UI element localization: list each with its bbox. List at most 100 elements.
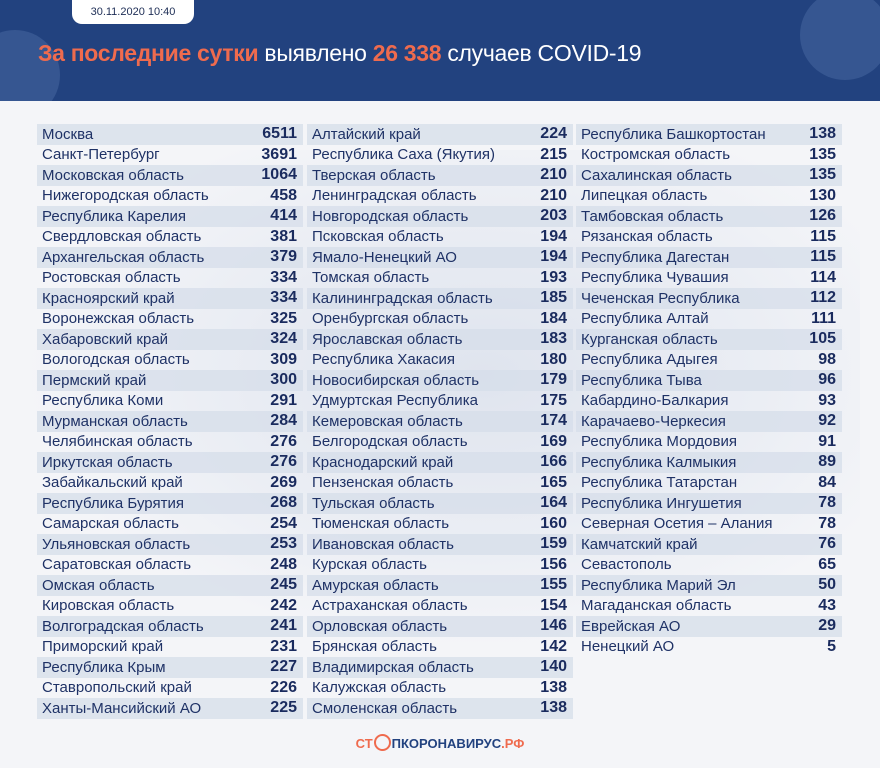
region-name: Сахалинская область <box>581 166 732 184</box>
table-row: Кемеровская область 174 <box>307 411 573 432</box>
case-value: 231 <box>270 637 297 655</box>
region-name: Архангельская область <box>42 248 205 266</box>
case-value: 98 <box>818 350 836 368</box>
region-name: Красноярский край <box>42 289 175 307</box>
title-highlight: За последние сутки <box>38 40 259 66</box>
region-name: Смоленская область <box>312 699 458 717</box>
case-value: 105 <box>809 330 836 348</box>
region-name: Республика Саха (Якутия) <box>312 146 496 164</box>
case-value: 165 <box>540 473 567 491</box>
region-name: Калужская область <box>312 679 447 697</box>
region-name: Ярославская область <box>312 330 463 348</box>
region-column-3: Республика Башкортостан 138 Костромская об… <box>576 124 842 657</box>
region-column-1: Москва 6511 Санкт-Петербург 3691 Московская … <box>37 124 303 719</box>
case-value: 135 <box>809 166 836 184</box>
region-name: Волгоградская область <box>42 617 204 635</box>
region-name: Республика Мордовия <box>581 433 737 451</box>
region-name: Тамбовская область <box>581 207 724 225</box>
table-row: Республика Крым 227 <box>37 657 303 678</box>
table-row: Республика Татарстан 84 <box>576 473 842 494</box>
case-value: 91 <box>818 432 836 450</box>
case-value: 210 <box>540 186 567 204</box>
case-value: 184 <box>540 309 567 327</box>
table-row: Белгородская область 169 <box>307 432 573 453</box>
case-value: 254 <box>270 514 297 532</box>
table-row: Сахалинская область 135 <box>576 165 842 186</box>
case-value: 179 <box>540 371 567 389</box>
case-value: 253 <box>270 535 297 553</box>
stopcoronavirus-logo: СТ ПКОРОНАВИРУС.РФ <box>0 734 880 751</box>
title-text: выявлено <box>258 40 373 66</box>
region-name: Белгородская область <box>312 433 468 451</box>
table-row: Приморский край 231 <box>37 637 303 658</box>
table-row: Карачаево-Черкесия 92 <box>576 411 842 432</box>
case-value: 224 <box>540 125 567 143</box>
region-name: Республика Дагестан <box>581 248 730 266</box>
case-value: 241 <box>270 617 297 635</box>
table-row: Пензенская область 165 <box>307 473 573 494</box>
region-name: Республика Калмыкия <box>581 453 737 471</box>
case-value: 78 <box>818 514 836 532</box>
table-row: Алтайский край 224 <box>307 124 573 145</box>
region-name: Республика Тыва <box>581 371 702 389</box>
table-row: Московская область 1064 <box>37 165 303 186</box>
logo-text: СТ <box>355 736 373 751</box>
region-name: Забайкальский край <box>42 474 183 492</box>
case-value: 284 <box>270 412 297 430</box>
logo-text: ПКОРОНАВИРУС <box>391 736 502 751</box>
case-value: 43 <box>818 596 836 614</box>
region-name: Республика Башкортостан <box>581 125 766 143</box>
case-value: 215 <box>540 145 567 163</box>
case-value: 166 <box>540 453 567 471</box>
case-value: 300 <box>270 371 297 389</box>
table-row: Самарская область 254 <box>37 514 303 535</box>
table-row: Ивановская область 159 <box>307 534 573 555</box>
region-name: Пензенская область <box>312 474 454 492</box>
case-value: 112 <box>810 289 836 307</box>
case-value: 92 <box>818 412 836 430</box>
table-row: Иркутская область 276 <box>37 452 303 473</box>
region-name: Республика Крым <box>42 658 166 676</box>
region-name: Республика Адыгея <box>581 351 718 369</box>
table-row: Республика Карелия 414 <box>37 206 303 227</box>
case-value: 180 <box>540 350 567 368</box>
case-value: 194 <box>540 227 567 245</box>
table-row: Орловская область 146 <box>307 616 573 637</box>
table-row: Забайкальский край 269 <box>37 473 303 494</box>
table-row: Новгородская область 203 <box>307 206 573 227</box>
case-value: 245 <box>270 576 297 594</box>
russia-map-background <box>20 150 860 650</box>
region-name: Кировская область <box>42 597 175 615</box>
case-value: 126 <box>809 207 836 225</box>
region-name: Воронежская область <box>42 310 195 328</box>
region-name: Хабаровский край <box>42 330 169 348</box>
case-value: 268 <box>270 494 297 512</box>
virus-icon <box>800 0 880 80</box>
region-name: Курганская область <box>581 330 718 348</box>
case-value: 135 <box>809 145 836 163</box>
case-value: 242 <box>270 596 297 614</box>
region-name: Псковская область <box>312 228 444 246</box>
case-value: 227 <box>270 658 297 676</box>
table-row: Ненецкий АО 5 <box>576 637 842 658</box>
case-value: 309 <box>270 350 297 368</box>
case-value: 78 <box>818 494 836 512</box>
table-row: Курская область 156 <box>307 555 573 576</box>
region-name: Ивановская область <box>312 535 454 553</box>
region-name: Республика Ингушетия <box>581 494 742 512</box>
region-name: Новосибирская область <box>312 371 480 389</box>
case-value: 146 <box>540 617 567 635</box>
table-row: Ростовская область 334 <box>37 268 303 289</box>
table-row: Республика Башкортостан 138 <box>576 124 842 145</box>
region-column-2: Алтайский край 224 Республика Саха (Якутия… <box>307 124 573 719</box>
table-row: Республика Хакасия 180 <box>307 350 573 371</box>
case-value: 140 <box>540 658 567 676</box>
table-row: Омская область 245 <box>37 575 303 596</box>
region-name: Ленинградская область <box>312 187 477 205</box>
region-name: Республика Коми <box>42 392 164 410</box>
region-name: Республика Алтай <box>581 310 709 328</box>
case-value: 325 <box>270 309 297 327</box>
table-row: Республика Калмыкия 89 <box>576 452 842 473</box>
table-row: Калининградская область 185 <box>307 288 573 309</box>
region-name: Северная Осетия – Алания <box>581 515 773 533</box>
